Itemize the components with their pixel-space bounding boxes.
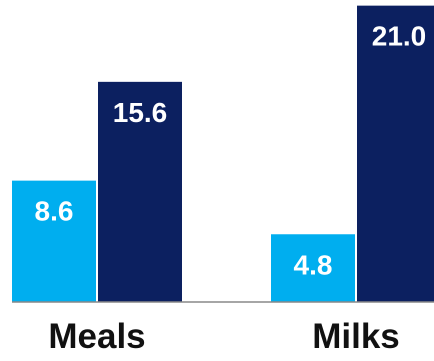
bar-milks-series-1 [271,234,355,302]
category-label-milks: Milks [312,317,400,356]
bar-meals-series-2 [98,81,182,302]
bar-meals-series-1 [12,180,96,302]
data-label-milks-series-2: 21.0 [372,21,427,52]
bars-layer [12,5,434,302]
category-label-meals: Meals [48,317,145,356]
data-label-meals-series-1: 8.6 [35,196,74,227]
bar-milks-series-2 [357,5,434,302]
data-label-meals-series-2: 15.6 [113,97,168,128]
data-label-milks-series-1: 4.8 [294,249,333,280]
labels-layer: 8.6 15.6 Meals 4.8 21.0 Milks [35,21,427,356]
